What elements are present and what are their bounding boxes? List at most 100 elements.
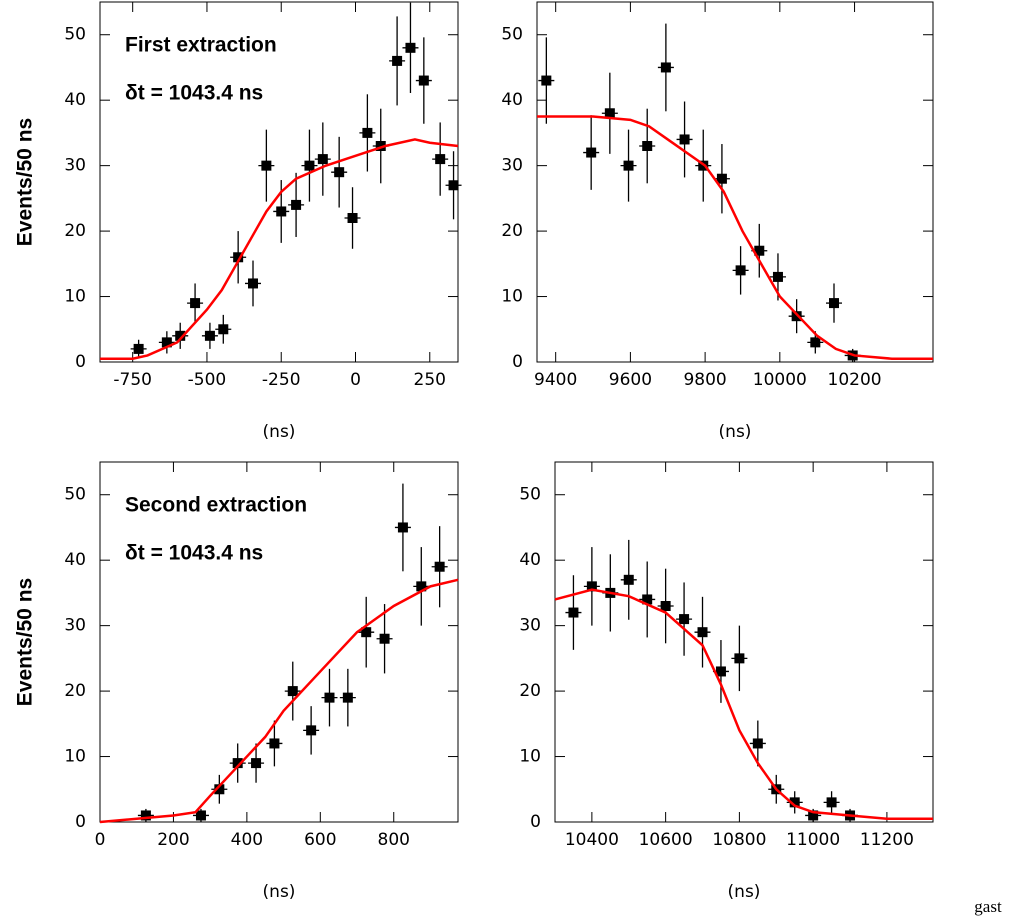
x-tick-label: -250 bbox=[262, 370, 301, 390]
data-point bbox=[397, 522, 408, 533]
data-point bbox=[604, 108, 615, 119]
fit-curve bbox=[99, 578, 459, 824]
data-point bbox=[324, 692, 335, 703]
x-tick-label: 0 bbox=[95, 830, 106, 850]
data-point bbox=[405, 42, 416, 53]
data-point bbox=[772, 271, 783, 282]
y-tick-label: 0 bbox=[530, 812, 541, 832]
data-point bbox=[586, 581, 597, 592]
y-tick-label: 20 bbox=[519, 681, 541, 701]
x-tick-label: 10400 bbox=[565, 830, 619, 850]
x-tick-label: 400 bbox=[231, 830, 263, 850]
data-point bbox=[133, 343, 144, 354]
data-point bbox=[233, 252, 244, 263]
x-tick-label: 10000 bbox=[753, 370, 807, 390]
x-tick-label: 250 bbox=[414, 370, 446, 390]
y-tick-label: 30 bbox=[64, 616, 86, 636]
data-point bbox=[826, 797, 837, 808]
data-point bbox=[586, 147, 597, 158]
data-point bbox=[791, 311, 802, 322]
y-tick-label: 20 bbox=[501, 221, 523, 241]
fit-curve bbox=[537, 115, 933, 360]
y-tick-label: 40 bbox=[64, 550, 86, 570]
y-tick-label: 0 bbox=[512, 352, 523, 372]
data-point bbox=[754, 245, 765, 256]
y-tick-label: 50 bbox=[519, 485, 541, 505]
plot-frame bbox=[536, 1, 934, 363]
data-point bbox=[362, 127, 373, 138]
annotation: First extraction bbox=[125, 34, 277, 57]
y-tick-label: 30 bbox=[64, 156, 86, 176]
y-tick-label: 50 bbox=[501, 25, 523, 45]
x-tick-label: 9600 bbox=[609, 370, 652, 390]
data-point bbox=[568, 607, 579, 618]
x-tick-label: 11200 bbox=[860, 830, 914, 850]
data-point bbox=[679, 614, 690, 625]
data-point bbox=[789, 797, 800, 808]
x-tick-label: 10800 bbox=[712, 830, 766, 850]
plot-frame bbox=[554, 461, 934, 823]
data-point bbox=[734, 653, 745, 664]
y-tick-label: 30 bbox=[519, 616, 541, 636]
data-point bbox=[287, 686, 298, 697]
data-point bbox=[448, 180, 459, 191]
data-point bbox=[623, 574, 634, 585]
data-point bbox=[304, 160, 315, 171]
x-tick-label: 10600 bbox=[639, 830, 693, 850]
y-axis-label: Events/50 ns bbox=[14, 578, 37, 706]
plot-frame bbox=[99, 461, 459, 823]
data-point bbox=[660, 62, 671, 73]
x-tick-label: 0 bbox=[350, 370, 361, 390]
data-point bbox=[232, 758, 243, 769]
x-tick-label: -500 bbox=[188, 370, 227, 390]
data-point bbox=[810, 337, 821, 348]
data-point bbox=[251, 758, 262, 769]
data-point bbox=[317, 154, 328, 165]
data-point bbox=[375, 141, 386, 151]
x-axis-label: (ns) bbox=[719, 422, 752, 442]
data-point bbox=[218, 324, 229, 335]
data-point bbox=[808, 810, 819, 821]
annotation: δt = 1043.4 ns bbox=[125, 542, 263, 565]
data-point bbox=[623, 160, 634, 171]
y-tick-label: 40 bbox=[501, 90, 523, 110]
data-point bbox=[361, 627, 372, 638]
data-point bbox=[175, 330, 186, 341]
y-tick-label: 30 bbox=[501, 156, 523, 176]
data-point bbox=[660, 601, 671, 611]
y-tick-label: 20 bbox=[64, 221, 86, 241]
data-point bbox=[418, 75, 429, 86]
data-point bbox=[642, 141, 653, 151]
data-point bbox=[541, 75, 552, 86]
data-point bbox=[269, 738, 280, 749]
y-tick-label: 50 bbox=[64, 485, 86, 505]
y-tick-label: 10 bbox=[519, 747, 541, 767]
data-point bbox=[752, 738, 763, 749]
fit-curve bbox=[554, 588, 933, 820]
data-point bbox=[342, 692, 353, 703]
data-point bbox=[161, 337, 172, 348]
x-axis-label: (ns) bbox=[263, 882, 296, 902]
y-tick-label: 40 bbox=[519, 550, 541, 570]
data-point bbox=[435, 154, 446, 165]
data-point bbox=[642, 594, 653, 605]
x-axis-label: (ns) bbox=[263, 422, 296, 442]
y-tick-label: 40 bbox=[64, 90, 86, 110]
y-tick-label: 20 bbox=[64, 681, 86, 701]
annotation: δt = 1043.4 ns bbox=[125, 82, 263, 105]
annotation: Second extraction bbox=[125, 494, 307, 517]
x-tick-label: 11000 bbox=[786, 830, 840, 850]
x-tick-label: 9800 bbox=[683, 370, 726, 390]
y-tick-label: 10 bbox=[64, 747, 86, 767]
data-point bbox=[735, 265, 746, 276]
x-tick-label: 800 bbox=[378, 830, 410, 850]
data-point bbox=[190, 298, 201, 309]
x-tick-label: 9400 bbox=[534, 370, 577, 390]
footer-text: gast bbox=[974, 897, 1002, 916]
y-tick-label: 10 bbox=[64, 287, 86, 307]
y-tick-label: 0 bbox=[75, 352, 86, 372]
data-point bbox=[829, 298, 839, 309]
data-point bbox=[214, 784, 225, 795]
data-point bbox=[379, 633, 390, 644]
